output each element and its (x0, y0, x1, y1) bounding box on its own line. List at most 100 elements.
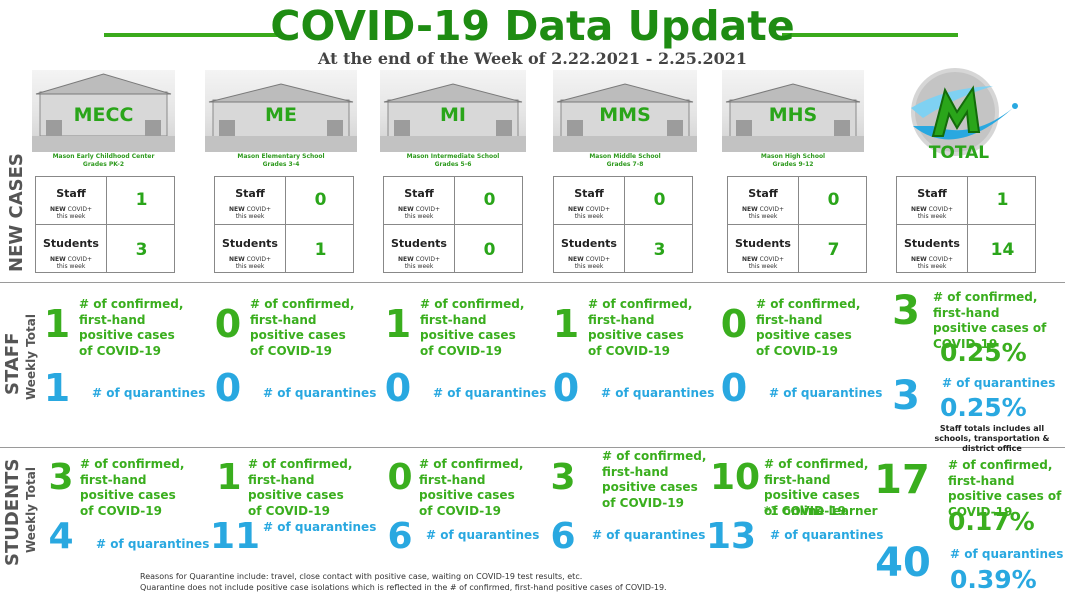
caption-line: NEW COVID+ (384, 256, 454, 263)
student-confirmed-count: 1 (216, 457, 242, 498)
new-cases-staff-label: Staff (235, 187, 265, 200)
caption-covid: COVID+ (415, 206, 440, 213)
staff-quarantine-count: 0 (552, 366, 580, 410)
new-cases-box: Staff NEW COVID+ this week 0 Students NEW COV… (727, 176, 867, 273)
box-divider (554, 224, 692, 225)
student-confirmed-label: # of confirmed, first-hand positive case… (248, 457, 353, 518)
section-label-staff: STAFF (2, 332, 23, 395)
caption-new: NEW (50, 206, 66, 213)
student-confirmed-label: # of confirmed, first-hand positive case… (419, 457, 524, 518)
section-label-students: STUDENTS (2, 458, 23, 566)
caption-line: NEW COVID+ (384, 206, 454, 213)
caption-covid: COVID+ (585, 206, 610, 213)
caption-line: NEW COVID+ (897, 256, 967, 263)
student-confirmed-label: # of confirmed, first-hand positive case… (80, 457, 185, 518)
school-building-image: MECC (32, 70, 175, 152)
staff-quarantine-count: 0 (214, 366, 242, 410)
new-cases-staff-label: Staff (574, 187, 604, 200)
new-cases-staff-value: 1 (996, 190, 1009, 210)
new-cases-staff-label: Staff (56, 187, 86, 200)
total-student-quarantines: 40 (875, 540, 931, 586)
total-staff-quarantines-label: # of quarantines (942, 376, 1056, 390)
new-cases-students-value: 14 (990, 240, 1015, 260)
student-quarantine-count: 6 (387, 516, 413, 557)
staff-confirmed-label: # of confirmed, first-hand positive case… (250, 297, 355, 358)
box-divider (454, 177, 455, 272)
title-rule-right (782, 33, 958, 37)
caption-new: NEW (229, 256, 245, 263)
caption-covid: COVID+ (585, 256, 610, 263)
total-student-confirmed-pct: 0.17% (948, 507, 1035, 536)
caption-line: NEW COVID+ (554, 206, 624, 213)
new-covid-this-week-caption: NEW COVID+ this week (554, 206, 624, 220)
school-abbr: MMS (599, 104, 651, 126)
school-name: Mason Elementary School (237, 153, 325, 160)
staff-confirmed-count: 0 (214, 302, 242, 346)
new-covid-this-week-caption: NEW COVID+ this week (36, 256, 106, 270)
caption-this-week: this week (917, 213, 947, 220)
new-cases-box: Staff NEW COVID+ this week 0 Students NEW COV… (214, 176, 354, 273)
student-quarantine-label: # of quarantines (770, 528, 884, 542)
staff-quarantine-count: 1 (43, 366, 71, 410)
school-name: Mason High School (760, 153, 826, 160)
new-cases-students-value: 7 (827, 240, 840, 260)
caption-line: NEW COVID+ (728, 256, 798, 263)
page-subtitle: At the end of the Week of 2.22.2021 - 2.… (317, 49, 748, 68)
new-cases-students-value: 0 (483, 240, 496, 260)
box-divider (285, 177, 286, 272)
total-student-quarantines-label: # of quarantines (950, 547, 1064, 561)
new-cases-students-value: 3 (135, 240, 148, 260)
caption-covid: COVID+ (928, 206, 953, 213)
staff-confirmed-label: # of confirmed, first-hand positive case… (756, 297, 861, 358)
staff-quarantine-count: 0 (720, 366, 748, 410)
new-covid-this-week-caption: NEW COVID+ this week (554, 256, 624, 270)
section-sublabel-students: Weekly Total (24, 467, 38, 553)
box-divider (897, 224, 1035, 225)
staff-confirmed-count: 0 (720, 302, 748, 346)
footer-line-2: Quarantine does not include positive cas… (140, 583, 667, 592)
school-abbr: MHS (768, 104, 818, 126)
new-cases-box: Staff NEW COVID+ this week 1 Students NEW COV… (896, 176, 1036, 273)
new-cases-box: Staff NEW COVID+ this week 1 Students NEW COV… (35, 176, 175, 273)
new-cases-students-label: Students (391, 237, 447, 250)
student-confirmed-count: 3 (48, 457, 74, 498)
student-confirmed-count: 0 (387, 457, 413, 498)
school-abbr: MI (440, 104, 466, 126)
caption-new: NEW (568, 256, 584, 263)
caption-line: NEW COVID+ (554, 256, 624, 263)
new-cases-staff-value: 0 (653, 190, 666, 210)
box-divider (728, 224, 866, 225)
staff-quarantine-label: # of quarantines (92, 386, 206, 400)
caption-covid: COVID+ (246, 256, 271, 263)
student-quarantine-label: # of quarantines (426, 528, 540, 542)
caption-this-week: this week (748, 213, 778, 220)
school-name: Mason Early Childhood Center (52, 153, 155, 160)
staff-confirmed-count: 1 (43, 302, 71, 346)
school-name-block: Mason Middle School Grades 7-8 (535, 153, 715, 169)
footer-notes: Reasons for Quarantine include: travel, … (140, 571, 800, 593)
caption-new: NEW (911, 256, 927, 263)
staff-quarantine-label: # of quarantines (263, 386, 377, 400)
caption-covid: COVID+ (67, 256, 92, 263)
caption-line: NEW COVID+ (36, 256, 106, 263)
staff-quarantine-label: # of quarantines (601, 386, 715, 400)
caption-new: NEW (50, 256, 66, 263)
new-covid-this-week-caption: NEW COVID+ this week (897, 256, 967, 270)
school-building-image: MI (380, 70, 526, 152)
student-quarantine-count: 4 (48, 516, 74, 557)
school-grades: Grades 9-12 (772, 161, 814, 168)
school-name-block: Mason High School Grades 9-12 (703, 153, 883, 169)
section-divider (0, 282, 1065, 283)
total-student-quarantines-pct: 0.39% (950, 565, 1037, 594)
box-divider (798, 177, 799, 272)
new-cases-students-label: Students (43, 237, 99, 250)
new-cases-students-label: Students (735, 237, 791, 250)
staff-quarantine-label: # of quarantines (433, 386, 547, 400)
new-cases-students-label: Students (561, 237, 617, 250)
total-staff-note: Staff totals includes all schools, trans… (934, 424, 1050, 453)
new-cases-students-label: Students (222, 237, 278, 250)
new-cases-staff-value: 0 (483, 190, 496, 210)
section-divider (0, 447, 1065, 448)
caption-line: NEW COVID+ (215, 256, 285, 263)
staff-confirmed-label: # of confirmed, first-hand positive case… (79, 297, 184, 358)
